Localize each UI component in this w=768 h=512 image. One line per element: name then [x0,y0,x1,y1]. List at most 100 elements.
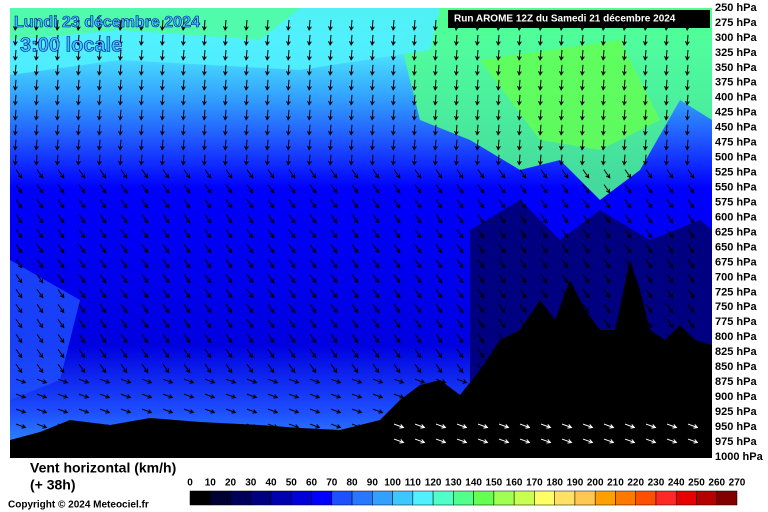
scale-label: 110 [405,478,422,489]
wind-arrow [624,408,636,414]
scale-label: 250 [688,478,705,489]
wind-arrow [246,199,254,209]
level-label: 450 hPa [715,122,757,134]
wind-arrow [624,184,632,194]
wind-arrow [36,348,44,359]
wind-arrow [456,259,464,269]
wind-arrow [162,348,170,359]
wind-arrow [162,393,174,399]
wind-arrow [13,94,18,106]
wind-arrow [559,34,564,46]
wind-arrow [561,319,569,329]
wind-arrow [76,64,81,76]
wind-arrow [664,94,669,106]
wind-arrow [685,124,690,136]
wind-arrow [645,229,653,239]
wind-arrow [330,274,338,284]
scale-label: 80 [347,478,359,489]
wind-arrow [645,304,653,314]
wind-arrow [57,274,65,284]
wind-arrow [246,229,254,239]
wind-arrow [307,139,312,151]
wind-arrow [666,199,674,209]
wind-arrow [580,124,585,136]
wind-arrow [666,274,674,284]
wind-arrow [57,393,69,399]
wind-arrow [685,154,690,166]
wind-arrow [643,94,648,106]
wind-arrow [498,289,506,299]
wind-arrow [36,199,44,209]
wind-arrow [286,109,291,121]
wind-arrow [57,304,65,314]
wind-arrow [120,363,128,374]
wind-arrow [307,19,312,31]
level-label: 425 hPa [715,107,757,119]
wind-arrow [349,79,354,91]
wind-arrow [624,259,632,269]
wind-arrow [370,139,375,151]
wind-arrow [307,154,312,166]
wind-arrow [288,423,300,429]
wind-arrow [433,139,438,151]
wind-arrow [414,229,422,239]
wind-arrow [582,348,590,359]
wind-arrow [141,423,153,429]
wind-arrow [99,259,107,269]
wind-arrow [393,408,405,414]
wind-arrow [475,79,480,91]
scale-swatch [412,490,434,506]
wind-arrow [330,408,342,414]
wind-arrow [15,274,23,284]
wind-arrow [477,438,489,444]
wind-arrow [582,169,590,179]
wind-arrow [540,393,552,399]
wind-arrow [183,169,191,179]
wind-arrow [204,304,212,314]
scale-swatch [615,490,636,506]
wind-arrow [433,154,438,166]
wind-arrow [603,214,611,224]
wind-arrow [540,363,548,374]
wind-arrow [99,199,107,209]
wind-arrow [162,333,170,344]
wind-arrow [99,289,107,299]
wind-arrow [498,214,506,224]
wind-arrow [204,214,212,224]
wind-arrow [540,319,548,329]
wind-arrow [666,214,674,224]
wind-arrow [412,49,417,61]
wind-arrow [57,289,65,299]
wind-arrow [267,169,275,179]
wind-arrow [183,229,191,239]
wind-arrow [435,199,443,209]
wind-arrow [78,214,86,224]
wind-arrow [475,154,480,166]
wind-arrow [307,124,312,136]
wind-arrow [624,274,632,284]
wind-arrow [603,408,615,414]
wind-arrow [246,169,254,179]
wind-arrow [330,378,342,384]
wind-arrow [309,244,317,254]
wind-arrow [519,274,527,284]
wind-arrow [330,244,338,254]
wind-arrow [120,319,128,329]
wind-arrow [580,94,585,106]
wind-arrow [414,199,422,209]
wind-arrow [666,229,674,239]
wind-arrow [330,184,338,194]
wind-arrow [204,319,212,329]
wind-arrow [414,319,422,329]
wind-arrow [517,94,522,106]
wind-arrow [55,154,60,166]
wind-arrow [309,229,317,239]
wind-arrow [267,438,279,444]
wind-arrow [57,244,65,254]
wind-arrow [687,259,695,269]
wind-arrow [664,34,669,46]
wind-arrow [286,154,291,166]
wind-arrow [433,49,438,61]
wind-arrow [328,124,333,136]
wind-arrow [498,304,506,314]
